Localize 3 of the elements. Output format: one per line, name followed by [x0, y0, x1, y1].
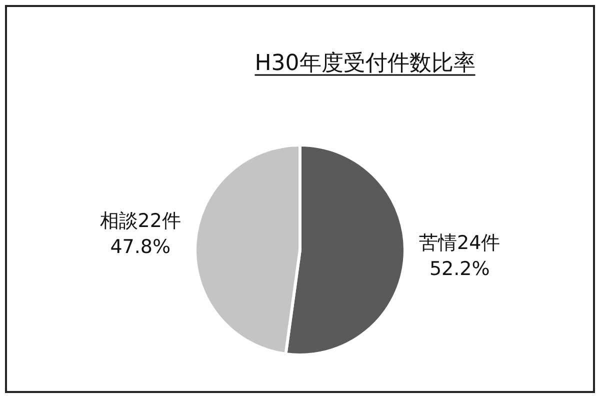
slice-label: 相談22件 47.8%: [100, 210, 181, 258]
slice-label: 苦情24件 52.2%: [419, 232, 500, 280]
chart-title: H30年度受付件数比率: [254, 51, 476, 76]
